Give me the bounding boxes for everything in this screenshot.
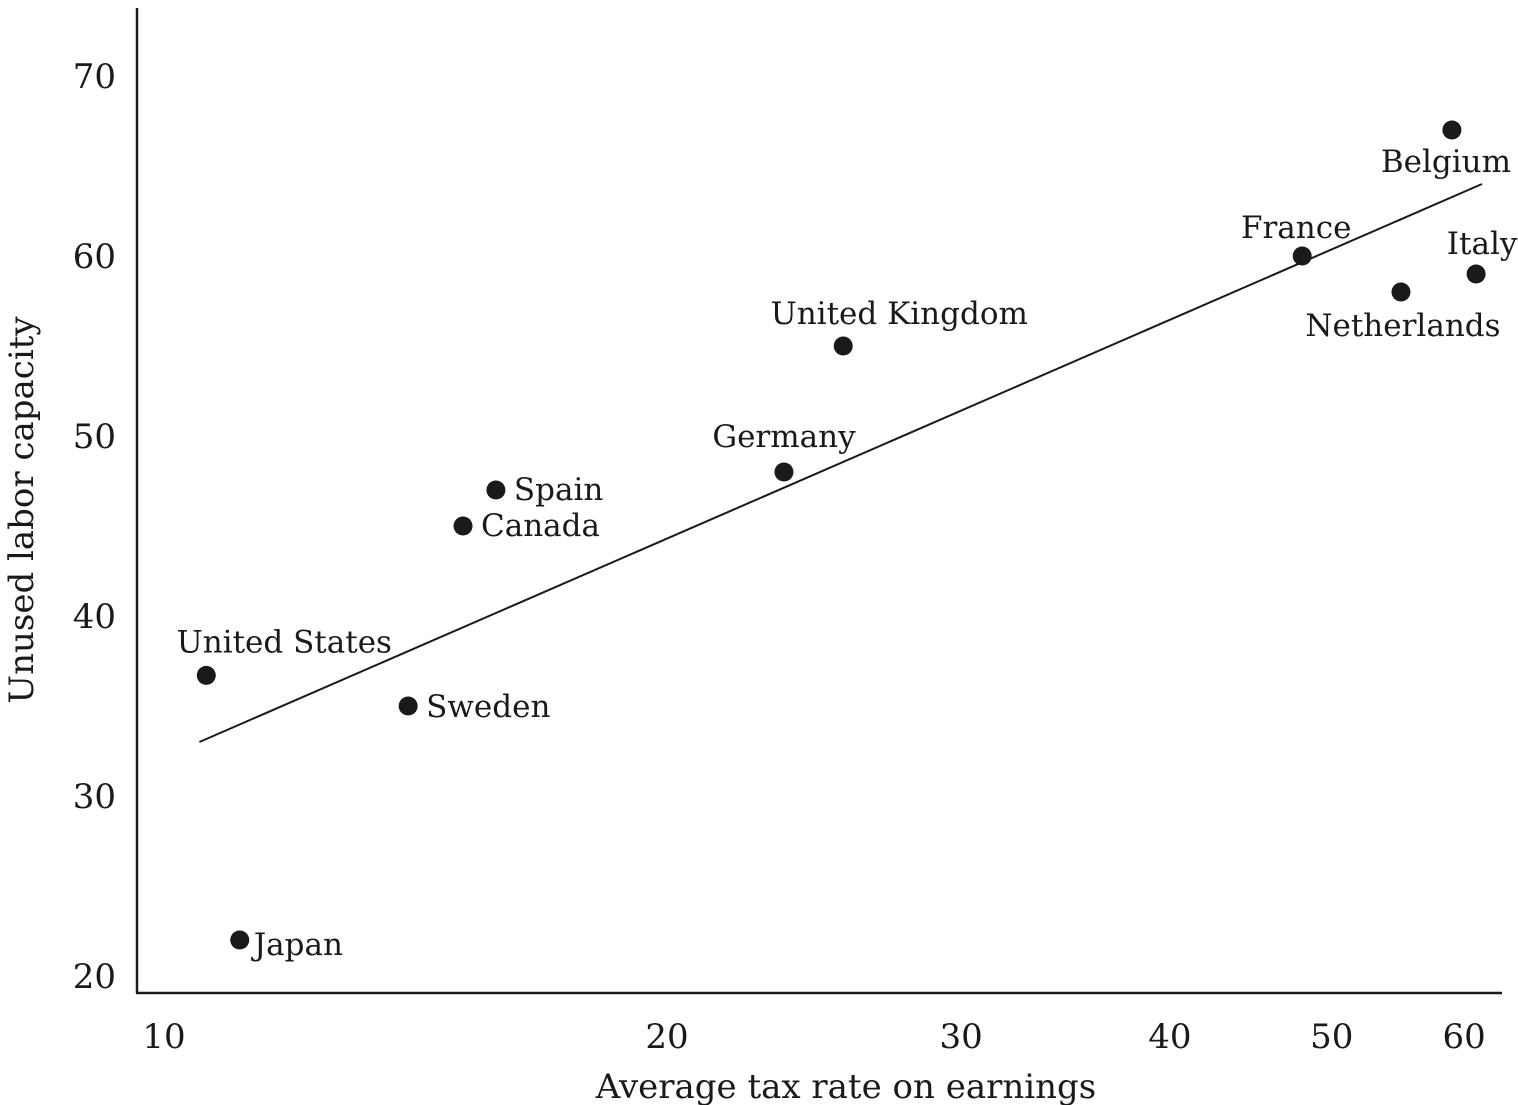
point-label-belgium: Belgium xyxy=(1381,144,1511,180)
point-united-states xyxy=(196,665,216,685)
x-axis-title: Average tax rate on earnings xyxy=(595,1067,1096,1105)
point-france xyxy=(1292,246,1312,266)
point-label-sweden: Sweden xyxy=(426,689,550,725)
y-tick-label: 60 xyxy=(73,237,116,277)
point-canada xyxy=(453,516,473,536)
point-labels: Belgium France Italy Netherlands United King… xyxy=(177,144,1518,963)
point-label-spain: Spain xyxy=(514,472,603,508)
x-tick-label: 50 xyxy=(1310,1017,1353,1057)
x-tick-label: 40 xyxy=(1148,1017,1191,1057)
point-label-united-states: United States xyxy=(177,624,392,660)
point-label-germany: Germany xyxy=(712,419,856,455)
trend-line xyxy=(199,183,1483,743)
point-label-canada: Canada xyxy=(481,508,600,544)
point-label-france: France xyxy=(1241,210,1351,246)
y-tick-label: 40 xyxy=(73,597,116,637)
y-tick-label: 20 xyxy=(73,957,116,997)
x-tick-label: 20 xyxy=(645,1017,688,1057)
y-tick-label: 50 xyxy=(73,417,116,457)
y-tick-labels: 20 30 40 50 60 70 xyxy=(73,57,116,997)
point-germany xyxy=(774,462,794,482)
y-axis-title: Unused labor capacity xyxy=(2,316,42,704)
point-united-kingdom xyxy=(833,336,853,356)
point-japan xyxy=(230,930,250,950)
point-label-netherlands: Netherlands xyxy=(1305,308,1500,344)
point-label-japan: Japan xyxy=(251,927,343,963)
point-label-italy: Italy xyxy=(1447,226,1518,262)
x-tick-label: 60 xyxy=(1442,1017,1485,1057)
y-tick-label: 70 xyxy=(73,57,116,97)
point-sweden xyxy=(398,696,418,716)
point-spain xyxy=(486,480,506,500)
point-italy xyxy=(1466,264,1486,284)
x-tick-label: 30 xyxy=(940,1017,983,1057)
data-points xyxy=(196,120,1486,950)
x-tick-labels: 10 20 30 40 50 60 xyxy=(142,1017,1485,1057)
point-netherlands xyxy=(1391,282,1411,302)
point-belgium xyxy=(1442,120,1462,140)
point-label-united-kingdom: United Kingdom xyxy=(771,296,1028,332)
x-tick-label: 10 xyxy=(142,1017,185,1057)
y-tick-label: 30 xyxy=(73,777,116,817)
